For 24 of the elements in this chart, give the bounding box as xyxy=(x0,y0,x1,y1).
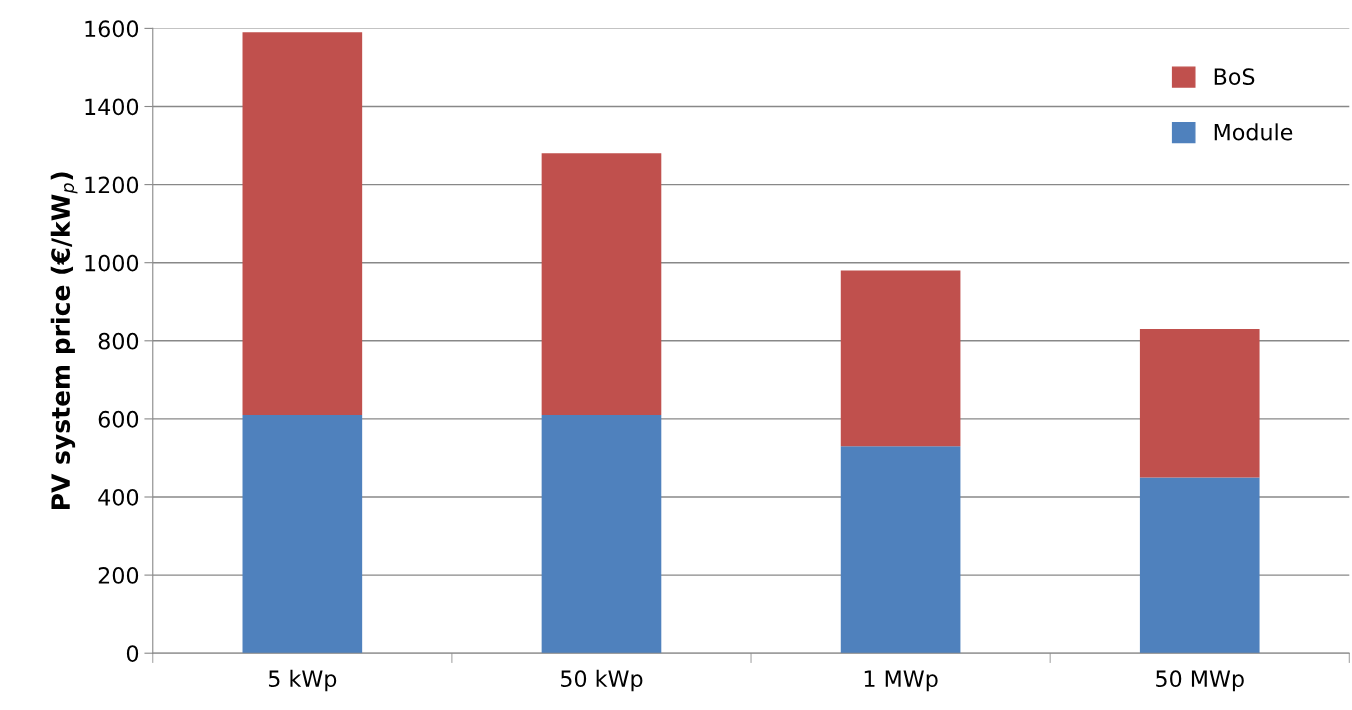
x-tick-label: 5 kWp xyxy=(268,669,337,692)
y-tick-label: 1600 xyxy=(85,20,139,38)
x-tick-label: 1 MWp xyxy=(864,670,938,692)
x-tick-label: 50 MWp xyxy=(1156,670,1244,692)
bar xyxy=(541,414,662,654)
x-tick-label: 50 kWp xyxy=(561,669,643,692)
y-axis-title: PV system price (€/kW$_{p}$) xyxy=(50,172,78,509)
y-tick-label: 1000 xyxy=(85,254,139,272)
legend-label: BoS xyxy=(1214,68,1255,86)
bar xyxy=(840,270,961,447)
bar xyxy=(840,446,961,654)
y-tick-label: 400 xyxy=(98,488,139,506)
y-tick-label: 200 xyxy=(98,567,139,584)
bar xyxy=(541,153,662,415)
y-tick-label: 1200 xyxy=(85,176,139,194)
y-tick-label: 800 xyxy=(98,332,139,350)
bar xyxy=(242,414,363,654)
bar xyxy=(1139,329,1260,478)
y-tick-label: 600 xyxy=(98,410,139,428)
bar xyxy=(1139,477,1260,654)
bar xyxy=(242,32,363,415)
y-tick-label: 0 xyxy=(126,645,139,662)
y-tick-label: 1400 xyxy=(85,98,139,116)
legend-label: Module xyxy=(1214,123,1293,141)
